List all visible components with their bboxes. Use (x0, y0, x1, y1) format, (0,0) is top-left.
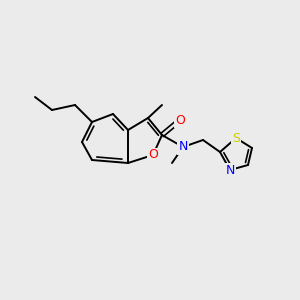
Text: O: O (175, 113, 185, 127)
Text: N: N (178, 140, 188, 154)
Text: O: O (148, 148, 158, 161)
Text: N: N (225, 164, 235, 176)
Text: S: S (232, 131, 240, 145)
